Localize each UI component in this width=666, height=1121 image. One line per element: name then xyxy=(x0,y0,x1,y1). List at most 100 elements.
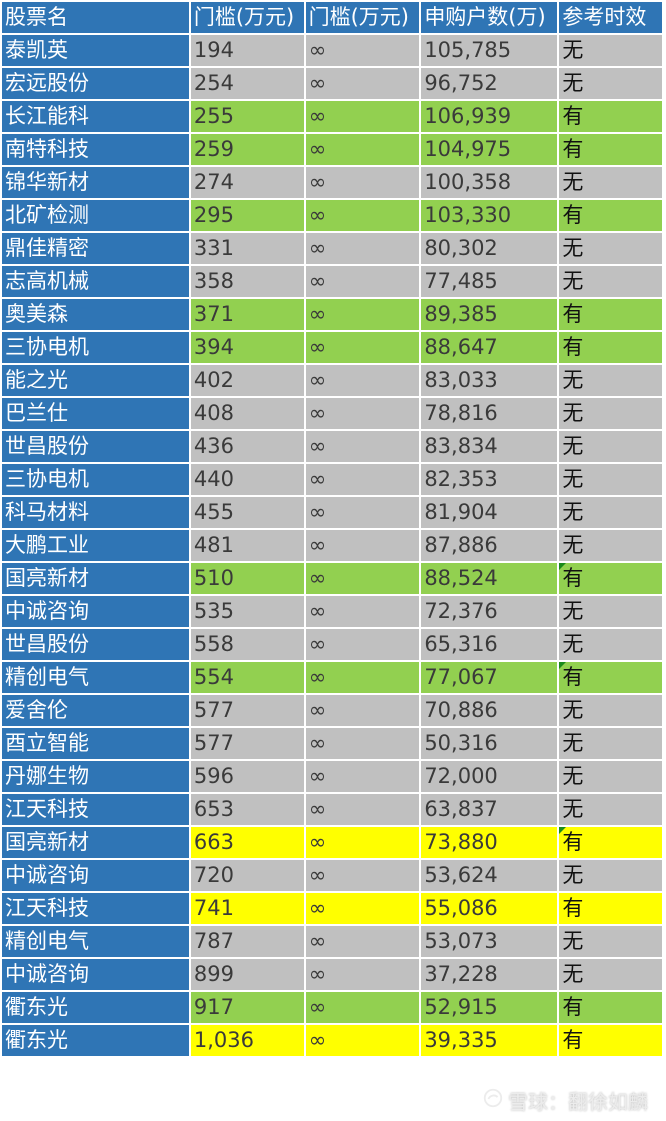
cell-threshold-b[interactable]: ∞ xyxy=(305,332,420,363)
cell-threshold-b[interactable]: ∞ xyxy=(305,365,420,396)
cell-threshold-b[interactable]: ∞ xyxy=(305,695,420,726)
header-subscribers[interactable]: 申购户数(万) xyxy=(421,2,558,33)
cell-valid[interactable]: 有 xyxy=(559,134,662,165)
cell-threshold-b[interactable]: ∞ xyxy=(305,926,420,957)
cell-subscribers[interactable]: 89,385 xyxy=(421,299,558,330)
cell-subscribers[interactable]: 77,067 xyxy=(421,662,558,693)
cell-stock-name[interactable]: 泰凯英 xyxy=(2,35,189,66)
cell-threshold-a[interactable]: 899 xyxy=(190,959,304,990)
cell-threshold-b[interactable]: ∞ xyxy=(305,35,420,66)
header-valid[interactable]: 参考时效 xyxy=(559,2,662,33)
cell-stock-name[interactable]: 南特科技 xyxy=(2,134,189,165)
cell-valid[interactable]: 无 xyxy=(559,728,662,759)
cell-threshold-b[interactable]: ∞ xyxy=(305,959,420,990)
cell-threshold-a[interactable]: 455 xyxy=(190,497,304,528)
cell-threshold-a[interactable]: 408 xyxy=(190,398,304,429)
cell-valid[interactable]: 无 xyxy=(559,266,662,297)
cell-threshold-a[interactable]: 720 xyxy=(190,860,304,891)
cell-threshold-a[interactable]: 255 xyxy=(190,101,304,132)
cell-threshold-a[interactable]: 259 xyxy=(190,134,304,165)
cell-stock-name[interactable]: 国亮新材 xyxy=(2,827,189,858)
cell-stock-name[interactable]: 丹娜生物 xyxy=(2,761,189,792)
cell-threshold-a[interactable]: 194 xyxy=(190,35,304,66)
cell-subscribers[interactable]: 73,880 xyxy=(421,827,558,858)
cell-subscribers[interactable]: 83,834 xyxy=(421,431,558,462)
cell-threshold-b[interactable]: ∞ xyxy=(305,596,420,627)
cell-subscribers[interactable]: 81,904 xyxy=(421,497,558,528)
cell-stock-name[interactable]: 中诚咨询 xyxy=(2,959,189,990)
cell-subscribers[interactable]: 100,358 xyxy=(421,167,558,198)
cell-threshold-a[interactable]: 358 xyxy=(190,266,304,297)
cell-valid[interactable]: 有 xyxy=(559,992,662,1023)
cell-threshold-a[interactable]: 741 xyxy=(190,893,304,924)
cell-stock-name[interactable]: 衢东光 xyxy=(2,992,189,1023)
cell-valid[interactable]: 无 xyxy=(559,530,662,561)
cell-valid[interactable]: 无 xyxy=(559,926,662,957)
cell-subscribers[interactable]: 63,837 xyxy=(421,794,558,825)
cell-valid[interactable]: 无 xyxy=(559,233,662,264)
cell-valid[interactable]: 无 xyxy=(559,464,662,495)
cell-threshold-b[interactable]: ∞ xyxy=(305,134,420,165)
cell-subscribers[interactable]: 50,316 xyxy=(421,728,558,759)
cell-valid[interactable]: 有 xyxy=(559,101,662,132)
cell-threshold-a[interactable]: 663 xyxy=(190,827,304,858)
cell-stock-name[interactable]: 中诚咨询 xyxy=(2,596,189,627)
cell-threshold-a[interactable]: 917 xyxy=(190,992,304,1023)
cell-threshold-a[interactable]: 331 xyxy=(190,233,304,264)
cell-threshold-b[interactable]: ∞ xyxy=(305,167,420,198)
header-threshold-a[interactable]: 门槛(万元) xyxy=(190,2,304,33)
cell-threshold-a[interactable]: 787 xyxy=(190,926,304,957)
cell-subscribers[interactable]: 105,785 xyxy=(421,35,558,66)
cell-valid[interactable]: 有 xyxy=(559,200,662,231)
cell-stock-name[interactable]: 中诚咨询 xyxy=(2,860,189,891)
cell-threshold-b[interactable]: ∞ xyxy=(305,893,420,924)
cell-threshold-a[interactable]: 577 xyxy=(190,695,304,726)
cell-valid[interactable]: 有 xyxy=(559,332,662,363)
cell-stock-name[interactable]: 奥美森 xyxy=(2,299,189,330)
header-threshold-b[interactable]: 门槛(万元) xyxy=(305,2,420,33)
cell-threshold-b[interactable]: ∞ xyxy=(305,233,420,264)
cell-valid[interactable]: 无 xyxy=(559,860,662,891)
cell-subscribers[interactable]: 106,939 xyxy=(421,101,558,132)
cell-threshold-a[interactable]: 254 xyxy=(190,68,304,99)
cell-valid[interactable]: 无 xyxy=(559,68,662,99)
cell-subscribers[interactable]: 103,330 xyxy=(421,200,558,231)
cell-subscribers[interactable]: 80,302 xyxy=(421,233,558,264)
cell-stock-name[interactable]: 巴兰仕 xyxy=(2,398,189,429)
cell-threshold-a[interactable]: 481 xyxy=(190,530,304,561)
cell-stock-name[interactable]: 鼎佳精密 xyxy=(2,233,189,264)
cell-threshold-b[interactable]: ∞ xyxy=(305,1025,420,1056)
cell-threshold-b[interactable]: ∞ xyxy=(305,629,420,660)
cell-stock-name[interactable]: 锦华新材 xyxy=(2,167,189,198)
cell-valid[interactable]: 有 xyxy=(559,563,662,594)
cell-subscribers[interactable]: 87,886 xyxy=(421,530,558,561)
cell-threshold-a[interactable]: 440 xyxy=(190,464,304,495)
cell-subscribers[interactable]: 65,316 xyxy=(421,629,558,660)
cell-valid[interactable]: 无 xyxy=(559,761,662,792)
cell-valid[interactable]: 无 xyxy=(559,167,662,198)
cell-valid[interactable]: 无 xyxy=(559,398,662,429)
cell-threshold-a[interactable]: 558 xyxy=(190,629,304,660)
cell-valid[interactable]: 无 xyxy=(559,629,662,660)
cell-valid[interactable]: 无 xyxy=(559,365,662,396)
cell-valid[interactable]: 无 xyxy=(559,596,662,627)
cell-stock-name[interactable]: 三协电机 xyxy=(2,332,189,363)
cell-threshold-a[interactable]: 394 xyxy=(190,332,304,363)
cell-valid[interactable]: 有 xyxy=(559,827,662,858)
cell-threshold-a[interactable]: 510 xyxy=(190,563,304,594)
cell-threshold-b[interactable]: ∞ xyxy=(305,530,420,561)
cell-threshold-b[interactable]: ∞ xyxy=(305,431,420,462)
cell-valid[interactable]: 无 xyxy=(559,431,662,462)
cell-subscribers[interactable]: 88,524 xyxy=(421,563,558,594)
cell-subscribers[interactable]: 83,033 xyxy=(421,365,558,396)
cell-stock-name[interactable]: 北矿检测 xyxy=(2,200,189,231)
cell-subscribers[interactable]: 82,353 xyxy=(421,464,558,495)
cell-threshold-a[interactable]: 653 xyxy=(190,794,304,825)
cell-subscribers[interactable]: 78,816 xyxy=(421,398,558,429)
cell-valid[interactable]: 有 xyxy=(559,299,662,330)
cell-stock-name[interactable]: 江天科技 xyxy=(2,893,189,924)
cell-subscribers[interactable]: 39,335 xyxy=(421,1025,558,1056)
cell-stock-name[interactable]: 宏远股份 xyxy=(2,68,189,99)
cell-threshold-b[interactable]: ∞ xyxy=(305,827,420,858)
cell-stock-name[interactable]: 长江能科 xyxy=(2,101,189,132)
